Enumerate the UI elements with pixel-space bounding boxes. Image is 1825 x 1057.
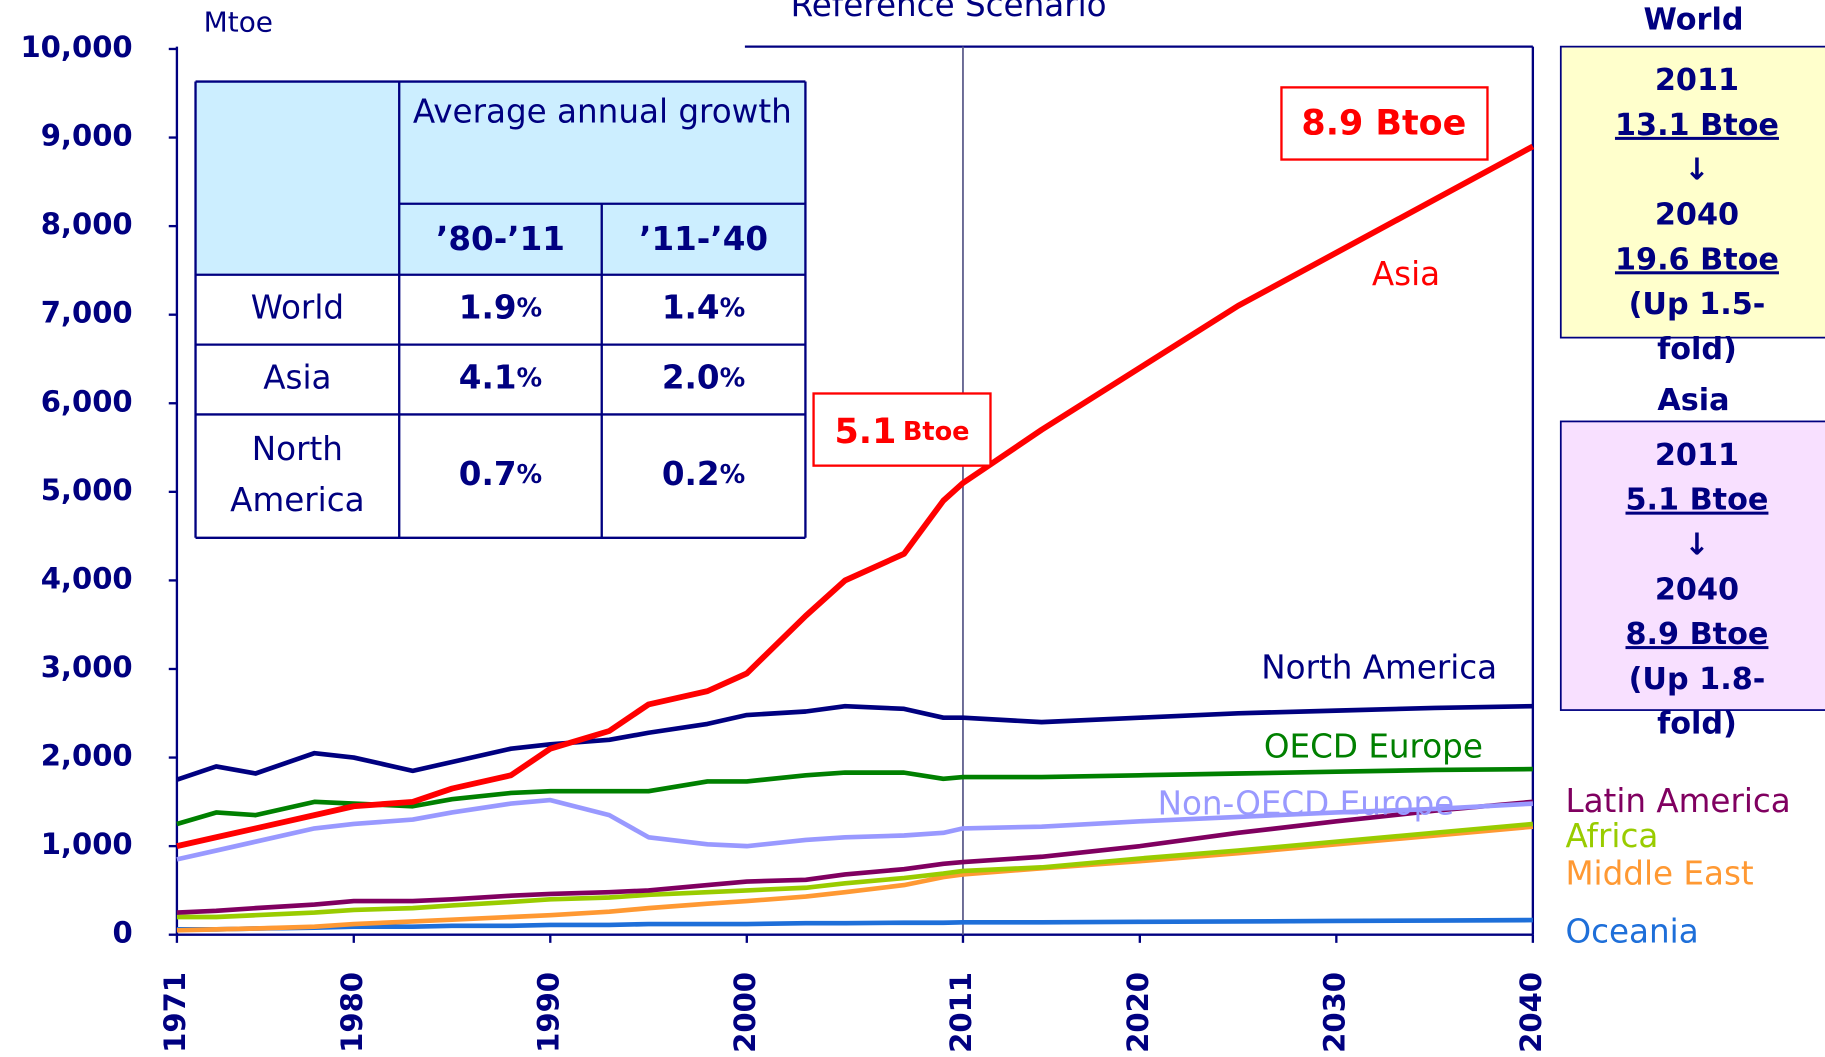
series-line (176, 797, 1533, 862)
x-tick-label: 2030 (1317, 972, 1351, 1053)
table-column: ’11-’40 (639, 220, 768, 258)
y-tick-label: 0 (112, 916, 132, 950)
table-value: 0.2 (662, 455, 720, 493)
series-line (176, 824, 1534, 933)
annotation-value: 5.1 (835, 412, 897, 452)
series-label: Africa (1565, 817, 1658, 855)
table-header-bg (195, 81, 806, 275)
annotation-box (1280, 86, 1489, 161)
x-tick-label: 2011 (944, 972, 978, 1053)
summary-box (1559, 420, 1825, 711)
series-line (176, 821, 1534, 920)
table-row-label: Asia (263, 359, 331, 397)
table-row-label: World (251, 289, 344, 327)
annotation: 5.1 Btoe (835, 412, 970, 452)
x-tick-label: 2000 (728, 972, 762, 1053)
y-tick-label: 5,000 (41, 473, 133, 507)
x-tick-label: 1980 (335, 972, 369, 1053)
box-line: (Up 1.5- (1629, 287, 1766, 322)
table-cell: 0.7% (459, 455, 542, 493)
series-line (176, 917, 1533, 932)
series-line (176, 703, 1533, 782)
x-tick-label: 2020 (1121, 972, 1155, 1053)
y-tick-label: 8,000 (41, 207, 133, 241)
table-cell-wrap: North America (230, 429, 365, 520)
summary-box (1559, 45, 1825, 339)
y-tick-label: 10,000 (20, 30, 132, 64)
table-cell: 0.2% (662, 455, 745, 493)
table-value: 1.9 (459, 289, 517, 327)
box-line: 13.1 Btoe (1615, 108, 1779, 143)
x-tick-label: 2040 (1514, 972, 1548, 1053)
series-line (176, 766, 1533, 827)
table-cell: 2.0% (662, 359, 745, 397)
series-label: North America (1261, 648, 1497, 686)
box-line: ↓ (1684, 153, 1709, 188)
annotation: 8.9 Btoe (1301, 104, 1466, 144)
table-unit: % (517, 294, 543, 324)
table-cell: 1.4% (662, 289, 745, 327)
series-label: OECD Europe (1264, 727, 1483, 765)
table-unit: % (720, 364, 746, 394)
table-header: Average annual growth (412, 92, 792, 131)
table-cell: 4.1% (459, 359, 542, 397)
table-header-wrap: Average annual growth (412, 92, 792, 131)
box-line: 2040 (1655, 572, 1739, 607)
x-tick-label: 1971 (158, 972, 192, 1053)
box-title: Asia (1657, 383, 1729, 418)
series-label: Asia (1372, 255, 1440, 293)
table-unit: % (720, 460, 746, 490)
chart-title: Reference Scenario (791, 0, 1107, 24)
y-tick-label: 7,000 (41, 296, 133, 330)
table-value: 4.1 (459, 359, 517, 397)
y-tick-label: 3,000 (41, 650, 133, 684)
box-line: ↓ (1684, 527, 1709, 562)
box-line: fold) (1657, 332, 1737, 367)
table-unit: % (517, 364, 543, 394)
table-value: 2.0 (662, 359, 720, 397)
y-axis-unit: Mtoe (204, 5, 273, 38)
box-line: 2040 (1655, 197, 1739, 232)
box-line: 2011 (1655, 63, 1739, 98)
box-line: 5.1 Btoe (1626, 483, 1769, 518)
series-line (176, 143, 1535, 849)
box-line: 2011 (1655, 438, 1739, 473)
y-tick-label: 6,000 (41, 384, 133, 418)
box-line: fold) (1657, 707, 1737, 742)
series-label: Middle East (1565, 854, 1753, 892)
table-unit: % (720, 294, 746, 324)
y-tick-label: 9,000 (41, 119, 133, 153)
annotation-box (812, 392, 992, 467)
box-line: (Up 1.8- (1629, 662, 1766, 697)
y-tick-label: 4,000 (41, 561, 133, 595)
table-value: 0.7 (459, 455, 517, 493)
box-line: 19.6 Btoe (1615, 242, 1779, 277)
x-tick-label: 1990 (531, 972, 565, 1053)
box-line: 8.9 Btoe (1626, 617, 1769, 652)
y-tick-label: 2,000 (41, 739, 133, 773)
table-cell: 1.9% (459, 289, 542, 327)
table-body-bg (195, 274, 806, 538)
table-unit: % (517, 460, 543, 490)
table-column: ’80-’11 (436, 220, 565, 258)
y-tick-label: 1,000 (41, 827, 133, 861)
annotation-unit: Btoe (903, 417, 970, 447)
series-line (176, 799, 1534, 915)
table-row-label: North America (230, 429, 365, 520)
series-label: Oceania (1565, 913, 1698, 951)
series-label: Latin America (1565, 782, 1790, 820)
series-label: Non-OECD Europe (1158, 785, 1455, 823)
table-value: 1.4 (662, 289, 720, 327)
box-title: World (1643, 3, 1743, 38)
